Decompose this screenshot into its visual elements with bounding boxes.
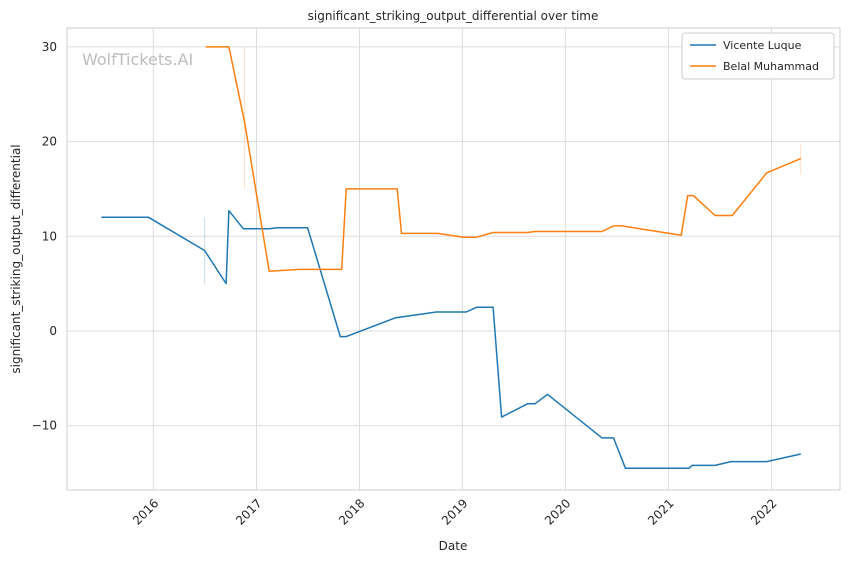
x-axis-ticks: 2016 2017 2018 2019 2020 2021 2022 — [130, 496, 780, 527]
legend-label-vicente-luque: Vicente Luque — [723, 39, 802, 52]
y-axis-label: significant_striking_output_differential — [9, 144, 23, 373]
legend-label-belal-muhammad: Belal Muhammad — [723, 60, 819, 73]
legend: Vicente Luque Belal Muhammad — [681, 32, 835, 80]
x-axis-label: Date — [439, 539, 468, 553]
x-tick-label: 2017 — [233, 496, 264, 527]
y-tick-label: −10 — [32, 419, 57, 433]
y-tick-label: 30 — [42, 40, 57, 54]
y-axis-ticks: 30 20 10 0 −10 — [32, 40, 57, 433]
y-tick-label: 20 — [42, 135, 57, 149]
x-tick-label: 2019 — [439, 496, 470, 527]
x-tick-label: 2016 — [130, 496, 161, 527]
plot-area — [66, 27, 841, 491]
series-lines — [101, 46, 802, 469]
legend-box — [681, 32, 835, 80]
watermark: WolfTickets.AI — [82, 50, 193, 69]
x-tick-label: 2018 — [336, 496, 367, 527]
series-line-vicente-luque — [101, 209, 801, 469]
x-tick-label: 2020 — [542, 496, 573, 527]
x-tick-label: 2021 — [645, 496, 676, 527]
series-line-belal-muhammad — [205, 46, 802, 273]
y-tick-label: 10 — [42, 229, 57, 243]
grid — [67, 28, 840, 490]
y-tick-label: 0 — [49, 324, 57, 338]
chart-title: significant_striking_output_differential… — [308, 9, 599, 23]
x-tick-label: 2022 — [748, 496, 779, 527]
